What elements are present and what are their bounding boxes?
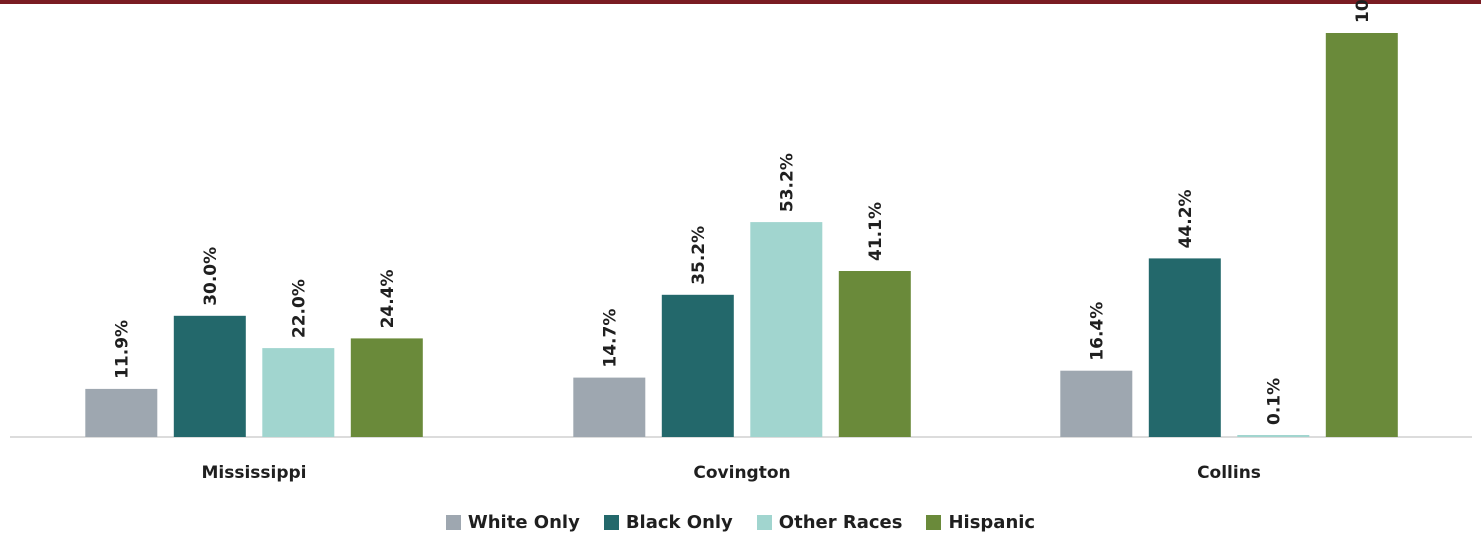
bar-mississippi-other-races [262,348,335,437]
value-label-covington-other-races: 53.2% [777,153,797,212]
value-labels-layer: 11.9% 30.0% 22.0% 24.4% 14.7% 35.2% 53.2% 41.1%… [112,0,1373,425]
bar-collins-hispanic [1325,33,1398,437]
bar-collins-other-races [1237,435,1310,437]
category-labels-layer: Mississippi Covington Collins [201,463,1260,483]
value-label-collins-other-races: 0.1% [1264,378,1284,425]
legend-swatch-black-only [603,515,619,530]
bar-collins-black-only [1148,258,1221,437]
bars-layer [85,33,1398,437]
legend-item-white-only: White Only [445,512,580,533]
legend-swatch-other-races [756,515,772,530]
value-label-mississippi-white-only: 11.9% [112,320,132,379]
value-label-mississippi-other-races: 22.0% [289,279,309,338]
bar-covington-hispanic [838,271,911,437]
top-rule [0,0,1481,4]
value-label-covington-hispanic: 41.1% [866,202,886,261]
value-label-collins-white-only: 16.4% [1087,302,1107,361]
category-label-mississippi: Mississippi [201,463,306,483]
bar-covington-other-races [750,222,823,437]
value-label-covington-white-only: 14.7% [600,309,620,368]
legend-item-black-only: Black Only [603,512,733,533]
bar-covington-white-only [573,377,646,437]
legend-label-black-only: Black Only [625,512,733,533]
bar-chart: 11.9% 30.0% 22.0% 24.4% 14.7% 35.2% 53.2% 41.1%… [10,0,1472,483]
legend-label-hispanic: Hispanic [948,512,1036,533]
category-label-collins: Collins [1197,463,1261,483]
value-label-mississippi-black-only: 30.0% [201,247,221,306]
value-label-mississippi-hispanic: 24.4% [378,269,398,328]
legend-label-other-races: Other Races [778,512,903,533]
legend-label-white-only: White Only [467,512,580,533]
bar-covington-black-only [661,294,734,437]
legend-item-hispanic: Hispanic [926,512,1035,533]
category-label-covington: Covington [693,463,790,483]
legend-swatch-white-only [445,515,461,530]
bar-collins-white-only [1060,370,1133,437]
bar-mississippi-white-only [85,388,158,437]
legend-item-other-races: Other Races [756,512,903,533]
legend-swatch-hispanic [926,515,942,530]
legend: White Only Black Only Other Races Hispan… [0,512,1481,533]
value-label-covington-black-only: 35.2% [689,226,709,285]
bar-mississippi-hispanic [350,338,423,437]
bar-mississippi-black-only [173,315,246,437]
value-label-collins-black-only: 44.2% [1176,189,1196,248]
value-label-collins-hispanic: 100.0% [1353,0,1373,23]
